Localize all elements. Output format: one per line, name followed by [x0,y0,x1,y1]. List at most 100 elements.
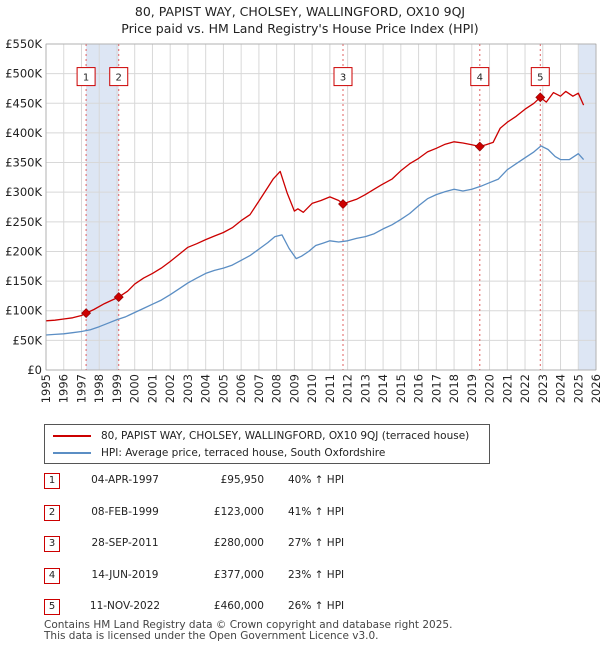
sale-label-number: 4 [477,73,483,84]
legend-hpi-swatch [53,452,91,454]
sale-label-box [109,67,129,87]
y-tick-label: £400K [5,126,42,140]
sale-point [81,308,92,319]
series-lines [45,90,585,336]
title-line-2: Price paid vs. HM Land Registry's House … [121,21,479,36]
sale-label-box [333,67,353,87]
hpi-line [45,145,585,336]
sale-point [535,92,546,103]
sale-hpi-change: 23% ↑ HPI [288,568,345,581]
sale-label-box [76,67,96,87]
sale-date: 28-SEP-2011 [91,537,159,549]
x-tick-label: 2014 [376,374,390,403]
x-tick-label: 2008 [270,374,284,403]
sale-price: £377,000 [213,568,264,581]
sale-number-badge: 1 [44,473,60,489]
sale-label-box [530,67,550,87]
x-tick-label: 2005 [216,374,230,403]
x-tick-label: 1998 [92,374,106,403]
x-tick-label: 2003 [181,374,195,403]
axes: £0 £50K £100K £150K £200K £250K £300K £350K £400… [5,37,600,403]
legend-hpi-label: HPI: Average price, terraced house, Sout… [101,447,386,459]
x-tick-label: 2020 [483,374,497,403]
sale-price: £460,000 [213,600,264,612]
sale-row: 1 04-APR-1997 £95,950 40% ↑ HPI [42,470,442,502]
sale-label-number: 3 [340,73,346,84]
sale-hpi-change: 40% ↑ HPI [288,474,345,486]
title-line-1: 80, PAPIST WAY, CHOLSEY, WALLINGFORD, OX… [134,4,466,19]
legend-property-swatch [53,435,91,437]
sale-number-badge: 2 [44,504,60,521]
sale-label-number: 1 [83,73,89,84]
footer-line-2: This data is licensed under the Open Gov… [44,630,379,642]
x-tick-label: 2016 [412,374,426,403]
legend-property: 80, PAPIST WAY, CHOLSEY, WALLINGFORD, OX… [53,428,469,444]
y-tick-label: £150K [5,274,42,288]
x-tick-label: 1997 [74,374,88,403]
x-tick-label: 2010 [305,374,319,403]
sale-label-box [470,67,490,87]
sale-number-badge: 5 [44,599,60,615]
x-tick-label: 2026 [589,374,600,403]
legend: 80, PAPIST WAY, CHOLSEY, WALLINGFORD, OX… [44,424,490,464]
sale-hpi-change: 41% ↑ HPI [288,505,345,518]
legend-hpi: HPI: Average price, terraced house, Sout… [53,445,385,461]
x-tick-label: 2013 [358,374,372,403]
sale-label-number: 5 [537,73,543,84]
sale-date: 14-JUN-2019 [91,568,159,581]
y-tick-label: £500K [5,67,42,81]
x-tick-label: 2018 [447,374,461,403]
x-tick-label: 2024 [554,374,568,403]
x-tick-label: 2022 [518,374,532,403]
x-tick-label: 2009 [287,374,301,403]
footer-line-1: Contains HM Land Registry data © Crown c… [44,619,453,631]
chart-title: 80, PAPIST WAY, CHOLSEY, WALLINGFORD, OX… [0,3,600,37]
shaded-range [578,44,596,370]
x-tick-label: 2011 [323,374,337,403]
x-tick-label: 2012 [341,374,355,403]
x-tick-label: 2006 [234,374,248,403]
sale-price: £95,950 [220,474,264,486]
sale-number-badge: 4 [44,567,60,584]
x-tick-label: 2001 [145,374,159,403]
y-tick-label: £550K [5,37,42,51]
sale-point [474,141,485,152]
sale-number-badge: 3 [44,536,60,552]
shaded-regions [86,44,596,370]
legend-property-label: 80, PAPIST WAY, CHOLSEY, WALLINGFORD, OX… [101,430,470,442]
sale-label-number: 2 [116,73,122,84]
sale-hpi-change: 27% ↑ HPI [288,537,345,549]
x-tick-label: 2017 [429,374,443,403]
y-tick-label: £450K [5,96,42,110]
sale-row: 3 28-SEP-2011 £280,000 27% ↑ HPI [42,533,442,565]
sale-price: £123,000 [213,505,264,518]
x-tick-label: 2004 [199,374,213,403]
y-tick-label: £250K [5,215,42,229]
y-tick-label: £100K [5,304,42,318]
y-tick-label: £350K [5,156,42,170]
y-tick-label: £200K [5,244,42,258]
x-tick-label: 2021 [500,374,514,403]
x-tick-label: 2023 [536,374,550,403]
sale-date: 08-FEB-1999 [91,505,159,518]
y-tick-label: £50K [13,333,43,347]
y-tick-label: £0 [27,363,42,377]
x-tick-label: 2025 [571,374,585,403]
footer-attribution: Contains HM Land Registry data © Crown c… [44,620,452,642]
y-tick-label: £300K [5,185,42,199]
x-tick-label: 1999 [110,374,124,403]
x-tick-label: 2019 [465,374,479,403]
sale-row: 4 14-JUN-2019 £377,000 23% ↑ HPI [42,565,442,597]
x-tick-label: 2007 [252,374,266,403]
sale-point [338,199,348,209]
sale-row: 5 11-NOV-2022 £460,000 26% ↑ HPI [42,596,442,628]
sale-date: 11-NOV-2022 [89,600,161,612]
x-tick-label: 1996 [57,374,71,403]
sale-row: 2 08-FEB-1999 £123,000 41% ↑ HPI [42,502,442,534]
plot-border [45,43,597,371]
sales-table: 1 04-APR-1997 £95,950 40% ↑ HPI 2 08-FEB… [42,470,442,628]
sale-date: 04-APR-1997 [91,474,159,486]
plot-area [46,44,596,370]
x-tick-label: 2000 [128,374,142,403]
